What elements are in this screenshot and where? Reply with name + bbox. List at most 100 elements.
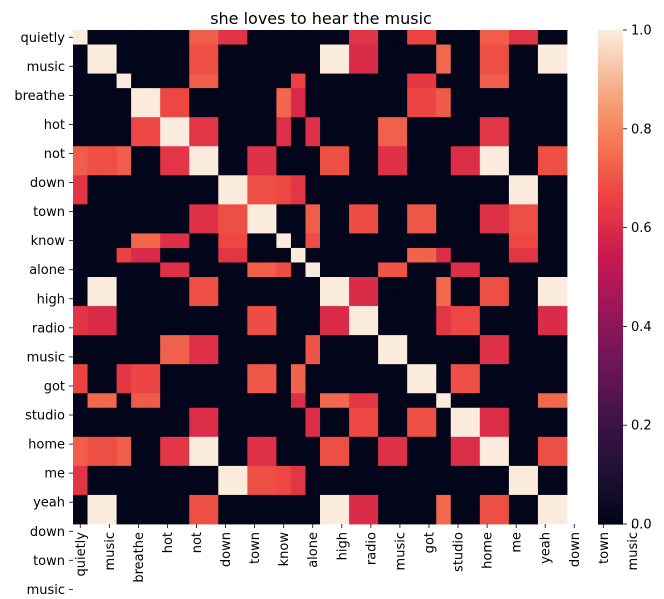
colorbar-segment <box>598 464 623 471</box>
heatmap-cell <box>247 291 263 307</box>
heatmap-cell <box>160 131 176 147</box>
heatmap-cell <box>247 364 263 380</box>
heatmap-cell <box>392 204 408 220</box>
chart-title: she loves to hear the music <box>210 9 432 28</box>
heatmap-cell <box>334 160 350 176</box>
heatmap-cell <box>160 44 176 60</box>
heatmap-cell <box>189 422 205 438</box>
heatmap-cell <box>523 117 539 133</box>
heatmap-cell <box>247 102 263 118</box>
heatmap-cell <box>334 480 350 496</box>
heatmap-cell <box>290 88 306 104</box>
heatmap-cell <box>392 436 408 452</box>
heatmap-cell <box>261 320 277 336</box>
heatmap-cell <box>261 422 277 438</box>
heatmap-cell <box>465 233 481 249</box>
heatmap-cell <box>552 189 568 205</box>
heatmap-cell <box>421 378 437 394</box>
colorbar-segment <box>598 316 623 323</box>
heatmap-cell <box>218 204 234 220</box>
colorbar-segment <box>598 494 623 500</box>
heatmap-cell <box>261 247 277 263</box>
heatmap-cell <box>218 102 234 118</box>
heatmap-cell <box>349 306 364 321</box>
heatmap-cell <box>174 378 190 394</box>
heatmap-cell <box>392 30 408 45</box>
heatmap-cell <box>160 218 176 234</box>
heatmap-cell <box>537 233 553 249</box>
heatmap-cell <box>465 277 481 292</box>
heatmap-cell <box>508 378 524 394</box>
heatmap-cell <box>87 436 103 452</box>
heatmap-cell <box>261 277 277 292</box>
heatmap-cell <box>160 59 176 74</box>
heatmap-cell <box>407 59 423 74</box>
heatmap-cell <box>247 262 263 278</box>
colorbar-segment <box>598 277 623 283</box>
heatmap-cell <box>421 247 437 263</box>
heatmap-cell <box>290 131 306 147</box>
heatmap-cell <box>87 451 103 467</box>
heatmap-cell <box>87 30 103 45</box>
colorbar-segment <box>598 173 623 179</box>
heatmap-cell <box>116 102 132 118</box>
heatmap-cell <box>349 393 364 409</box>
heatmap-cell <box>552 146 568 162</box>
heatmap-cell <box>494 407 510 423</box>
heatmap-cell <box>465 291 481 307</box>
heatmap-cell <box>174 262 190 278</box>
heatmap-cell <box>450 393 466 409</box>
heatmap-cell <box>508 451 524 467</box>
heatmap-cell <box>479 320 495 336</box>
heatmap-cell <box>407 117 423 133</box>
colorbar-segment <box>598 148 623 155</box>
heatmap-cell <box>421 364 437 380</box>
colorbar-segment <box>598 479 623 486</box>
heatmap-cell <box>290 393 306 409</box>
heatmap-cell <box>131 204 147 220</box>
heatmap-cell <box>523 407 539 423</box>
heatmap-cell <box>145 393 161 409</box>
y-tick-label: down <box>30 525 65 540</box>
heatmap-cell <box>247 146 263 162</box>
x-tick-label: know <box>277 532 292 567</box>
heatmap-cell <box>131 291 147 307</box>
colorbar-segment <box>598 336 623 342</box>
heatmap-cell <box>232 378 248 394</box>
heatmap-cell <box>247 189 263 205</box>
heatmap-cell <box>102 436 117 452</box>
heatmap-cell <box>334 494 350 510</box>
colorbar-segment <box>598 519 623 525</box>
heatmap-cell <box>349 436 364 452</box>
heatmap-cell <box>232 393 248 409</box>
heatmap-cell <box>407 102 423 118</box>
heatmap-cell <box>537 44 553 60</box>
heatmap-cell <box>232 204 248 220</box>
heatmap-cell <box>320 277 335 292</box>
heatmap-cell <box>363 277 379 292</box>
heatmap-cell <box>363 160 379 176</box>
heatmap-cell <box>552 30 568 45</box>
heatmap-cell <box>145 349 161 365</box>
heatmap-cell <box>276 451 292 467</box>
heatmap-cell <box>378 262 394 278</box>
heatmap-cell <box>523 262 539 278</box>
heatmap-cell <box>436 277 452 292</box>
heatmap-cell <box>349 146 364 162</box>
x-tick-label: music <box>626 532 641 570</box>
heatmap-cell <box>73 218 88 234</box>
heatmap-cell <box>102 364 117 380</box>
heatmap-cell <box>363 117 379 133</box>
heatmap-cell <box>232 117 248 133</box>
heatmap-cell <box>349 291 364 307</box>
heatmap-cell <box>174 407 190 423</box>
heatmap-cell <box>421 480 437 496</box>
heatmap-cell <box>290 306 306 321</box>
heatmap-cell <box>363 407 379 423</box>
heatmap-cell <box>465 247 481 263</box>
heatmap-cell <box>160 247 176 263</box>
heatmap-cell <box>552 349 568 365</box>
heatmap-cell <box>450 233 466 249</box>
heatmap-cell <box>320 131 335 147</box>
heatmap-cell <box>218 407 234 423</box>
